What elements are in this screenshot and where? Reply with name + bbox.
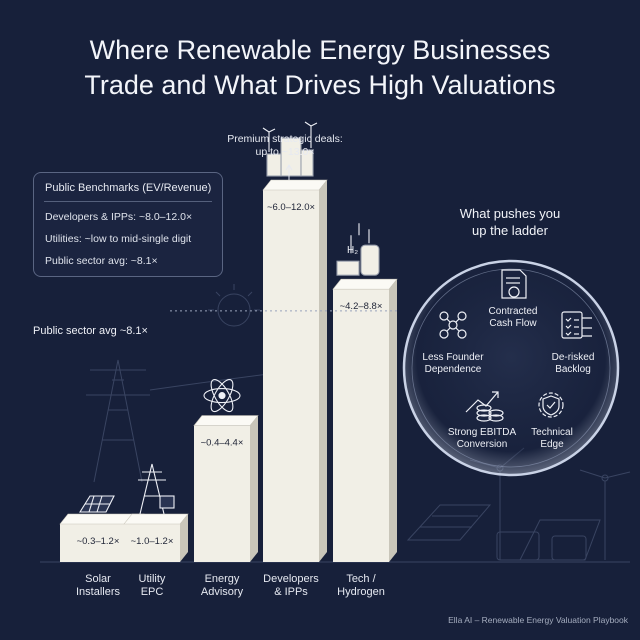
title-line-2: Trade and What Drives High Valuations	[84, 70, 556, 100]
bar-front-face	[263, 190, 319, 562]
driver-label: Conversion	[456, 439, 508, 450]
driver-label: Contracted	[488, 306, 538, 317]
rising-coins-icon	[465, 391, 504, 422]
benchmarks-box: Public Benchmarks (EV/Revenue) Developer…	[33, 172, 223, 277]
bar-4: H₂ ~4.2–8.8× Tech /Hydrogen	[332, 223, 398, 598]
city-wind-icon	[262, 121, 318, 177]
premium-note-line-1: Premium strategic deals:	[227, 133, 343, 145]
bar-front-face	[124, 524, 180, 562]
ladder-title-line-2: up the ladder	[472, 223, 548, 238]
checklist-icon	[561, 311, 592, 339]
transmission-tower-icon	[138, 463, 175, 515]
premium-note-line-2: up to ~13.0×	[255, 146, 315, 158]
premium-note: Premium strategic deals: up to ~13.0×	[210, 133, 360, 159]
page-title: Where Renewable Energy Businesses Trade …	[0, 33, 640, 103]
people-network-icon	[439, 311, 467, 339]
category-label: Developers	[263, 573, 319, 585]
driver-label: Cash Flow	[489, 318, 537, 329]
bar-side-face	[180, 514, 188, 562]
atom-icon	[203, 379, 241, 413]
bar-side-face	[319, 180, 327, 562]
benchmark-item: Utilities: ~low to mid-single digit	[45, 233, 192, 245]
bar-top-face	[123, 513, 189, 525]
reference-line-label: Public sector avg ~8.1×	[33, 325, 148, 337]
driver-label: Strong EBITDA	[447, 427, 517, 438]
driver-contracted-cash-flow: Contracted Cash Flow	[468, 306, 558, 330]
bar-range-label: ~0.3–1.2×	[77, 536, 120, 547]
gear-shield-icon	[538, 392, 564, 418]
bar-3: ~6.0–12.0× Developers& IPPs	[262, 121, 328, 598]
bar-top-face	[332, 278, 398, 290]
driver-label: De-risked	[551, 352, 595, 363]
hydrogen-plant-icon: H₂	[336, 223, 380, 276]
bar-range-label: ~6.0–12.0×	[267, 202, 315, 213]
document-seal-icon	[501, 269, 527, 299]
bar-side-face	[389, 279, 397, 562]
bar-range-label: ~0.4–4.4×	[201, 438, 244, 449]
premium-arrow	[285, 164, 293, 180]
bar-front-face	[194, 425, 250, 562]
category-label: & IPPs	[274, 586, 308, 598]
bar-range-label: ~4.2–8.8×	[340, 301, 383, 312]
category-label: Energy	[205, 573, 240, 585]
benchmark-item: Public sector avg: ~8.1×	[45, 255, 158, 267]
driver-label: Less Founder	[422, 352, 484, 363]
category-label: Tech /	[346, 573, 376, 585]
bar-front-face	[60, 524, 136, 562]
category-label: Advisory	[201, 586, 244, 598]
solar-panel-icon	[79, 495, 115, 513]
benchmark-item: Developers & IPPs: ~8.0–12.0×	[45, 211, 193, 223]
bar-range-label: ~1.0–1.2×	[131, 536, 174, 547]
bar-side-face	[250, 415, 258, 562]
title-line-1: Where Renewable Energy Businesses	[89, 35, 551, 65]
category-label: Hydrogen	[337, 586, 385, 598]
category-label: Installers	[76, 586, 121, 598]
h2-label: H₂	[347, 245, 358, 256]
bar-front-face	[333, 289, 389, 562]
driver-strong-ebitda-conversion: Strong EBITDA Conversion	[437, 427, 527, 451]
ladder-lens	[402, 259, 620, 477]
driver-label: Dependence	[424, 364, 482, 375]
driver-label: Edge	[540, 439, 564, 450]
driver-de-risked-backlog: De-risked Backlog	[528, 352, 618, 376]
ladder-title: What pushes you up the ladder	[440, 205, 580, 239]
driver-label: Technical	[531, 427, 573, 438]
category-label: Utility	[139, 573, 166, 585]
driver-label: Backlog	[555, 364, 591, 375]
footer-credit: Ella AI – Renewable Energy Valuation Pla…	[448, 615, 628, 625]
bar-top-face	[193, 415, 259, 426]
ladder-title-line-1: What pushes you	[459, 206, 561, 221]
driver-technical-edge: Technical Edge	[507, 427, 597, 451]
category-label: Solar	[85, 573, 111, 585]
benchmarks-divider	[44, 201, 212, 202]
driver-less-founder-dependence: Less Founder Dependence	[408, 352, 498, 376]
category-label: EPC	[141, 586, 164, 598]
background-artwork	[40, 284, 631, 563]
bar-top-face	[262, 179, 328, 191]
benchmarks-heading: Public Benchmarks (EV/Revenue)	[45, 182, 212, 194]
